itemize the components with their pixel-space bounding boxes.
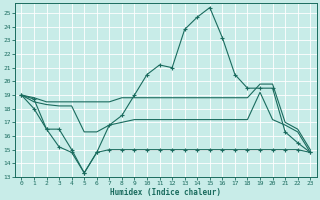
X-axis label: Humidex (Indice chaleur): Humidex (Indice chaleur) — [110, 188, 221, 197]
